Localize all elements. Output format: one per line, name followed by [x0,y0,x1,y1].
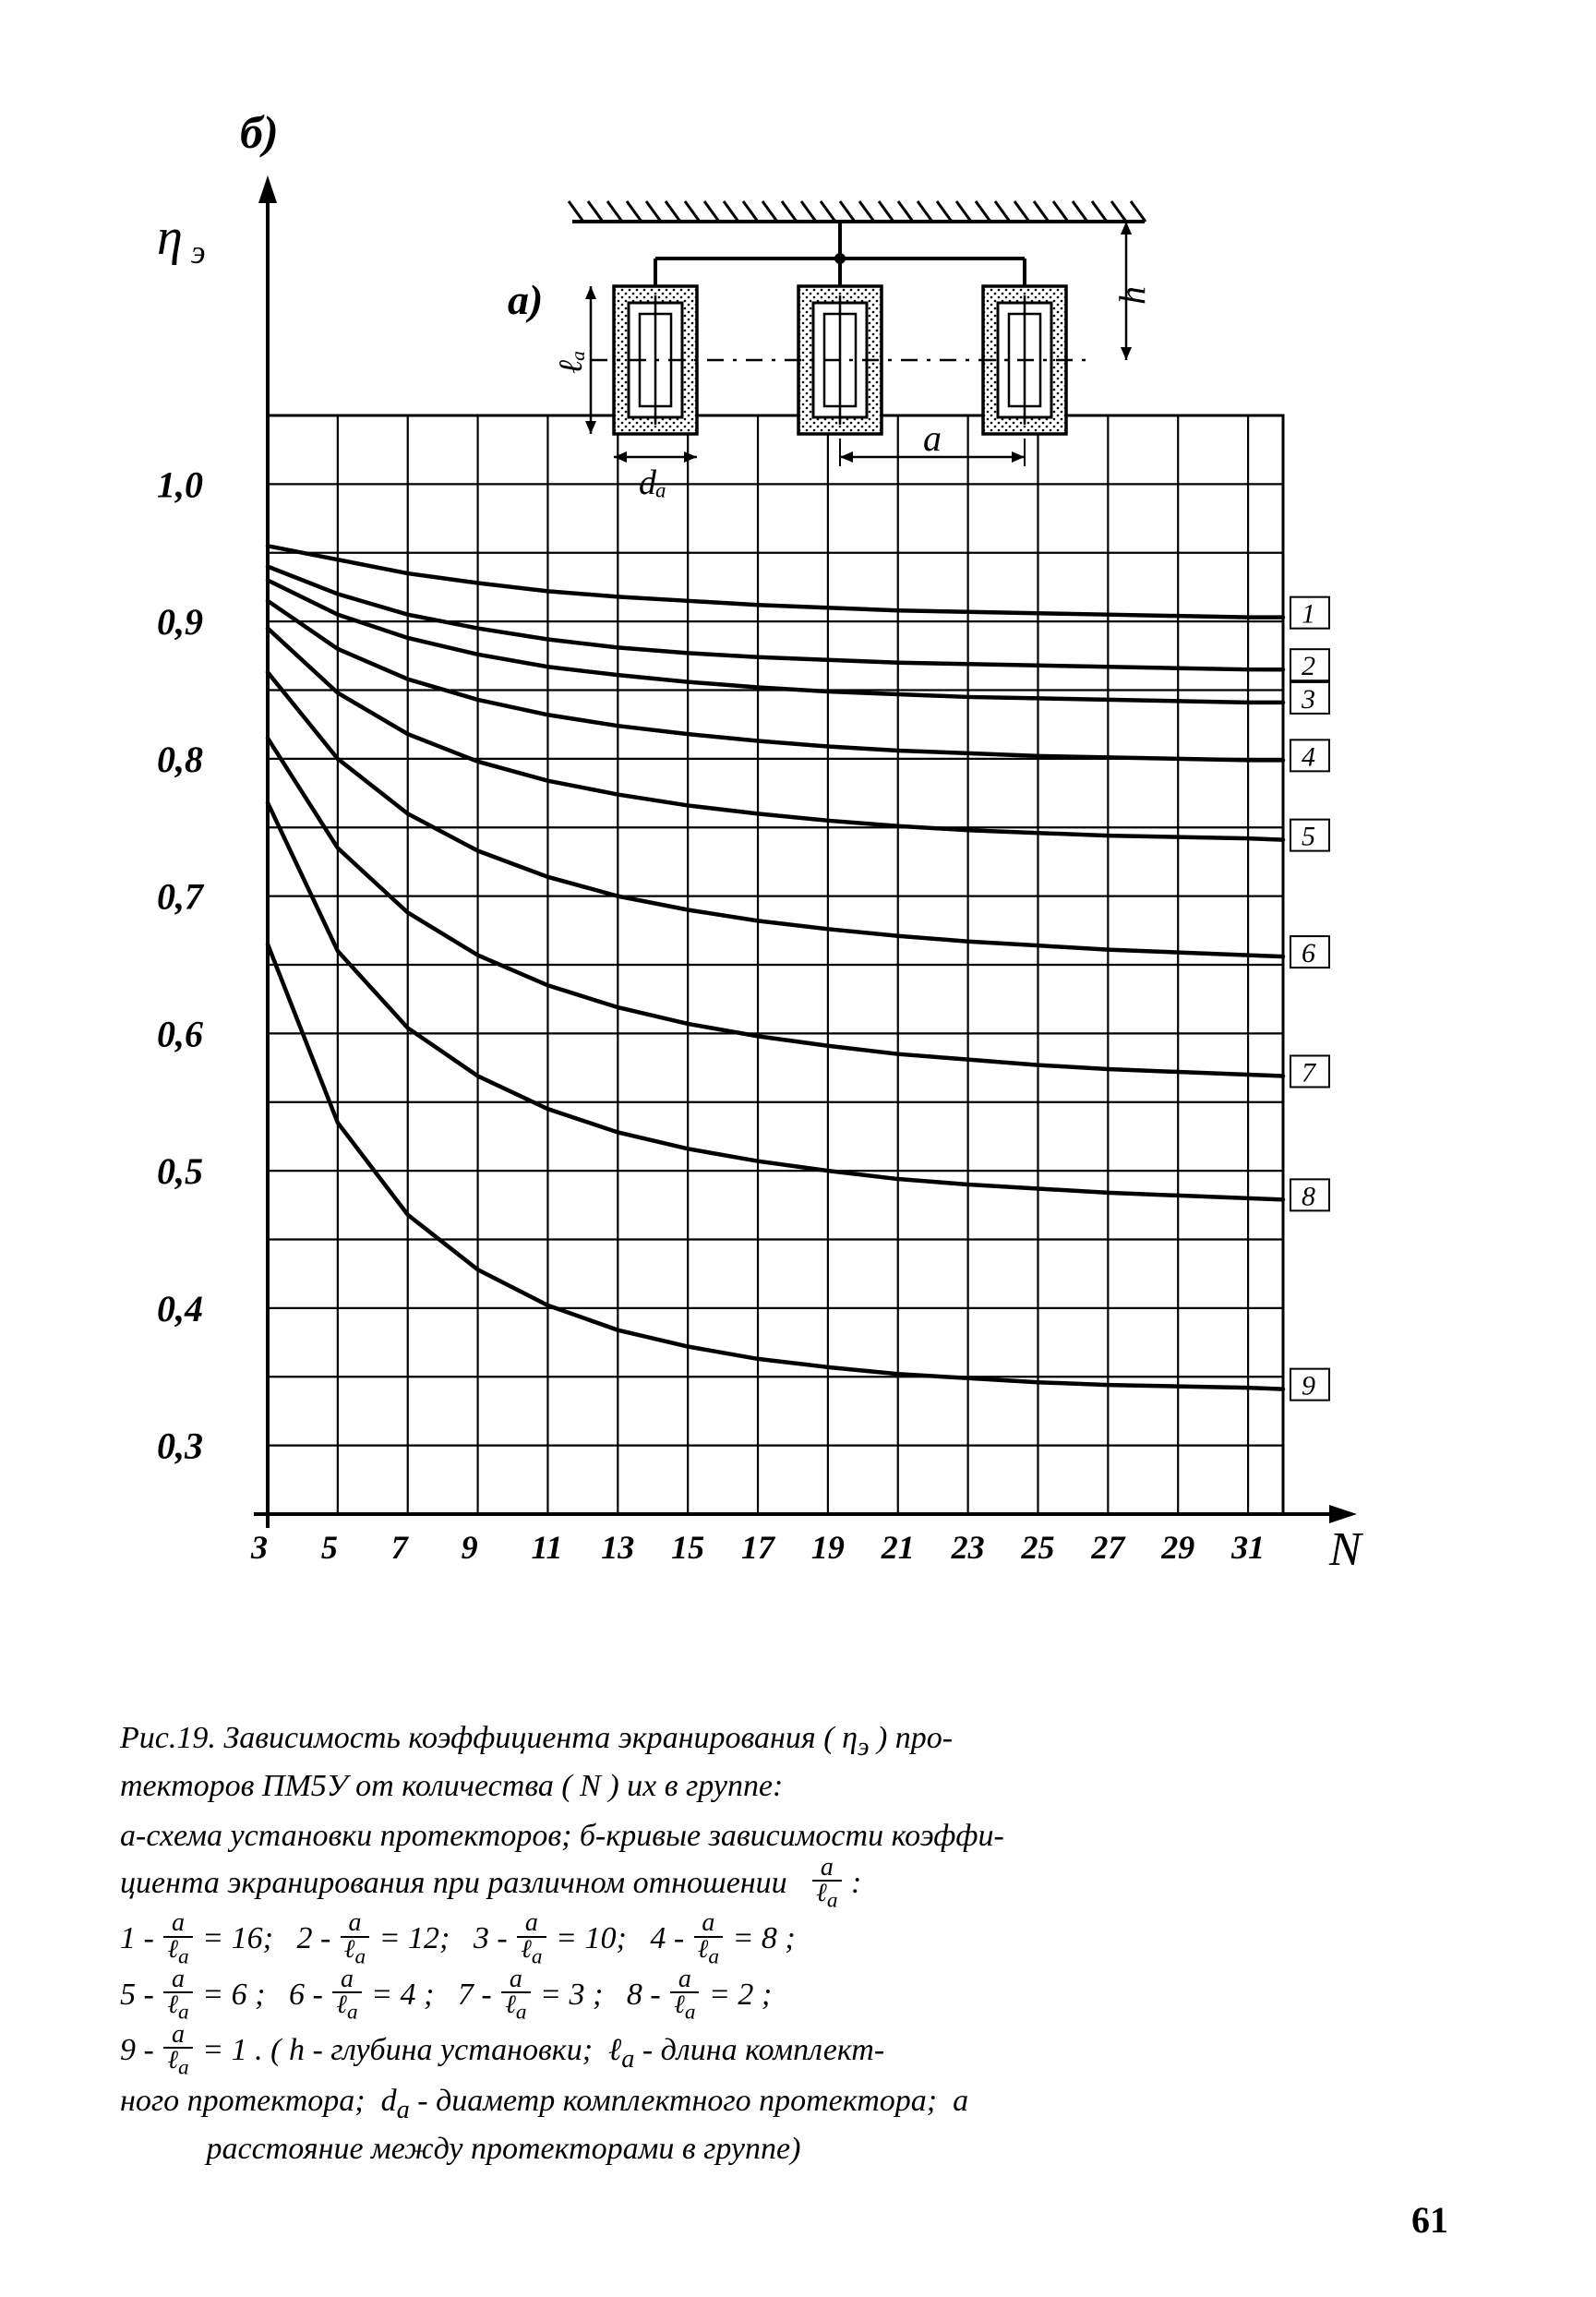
svg-text:2: 2 [1302,651,1315,681]
svg-text:0,9: 0,9 [157,601,203,643]
fig-label: Рис.19. [120,1721,216,1755]
svg-text:3: 3 [1301,684,1315,715]
svg-text:5: 5 [321,1529,338,1566]
svg-text:7: 7 [391,1529,410,1566]
svg-text:h: h [1111,286,1153,305]
svg-text:0,7: 0,7 [157,876,205,918]
svg-text:6: 6 [1302,938,1315,968]
svg-text:25: 25 [1020,1529,1054,1566]
svg-text:0,8: 0,8 [157,739,203,780]
svg-text:8: 8 [1302,1181,1315,1211]
svg-text:29: 29 [1160,1529,1194,1566]
svg-text:0,4: 0,4 [157,1288,203,1329]
svg-text:23: 23 [951,1529,985,1566]
caption-body: а-схема установки протекторов; б-кривые … [120,1815,1385,2171]
svg-text:13: 13 [601,1529,634,1566]
svg-text:η э: η э [157,209,206,271]
svg-text:15: 15 [671,1529,704,1566]
svg-text:27: 27 [1090,1529,1126,1566]
svg-text:5: 5 [1302,822,1315,852]
svg-text:a: a [923,417,942,459]
svg-text:19: 19 [811,1529,845,1566]
svg-text:21: 21 [881,1529,915,1566]
svg-text:7: 7 [1302,1057,1317,1088]
chart-svg: б)η эN0,30,40,50,60,70,80,91,03579111315… [92,55,1385,1671]
svg-text:11: 11 [531,1529,562,1566]
svg-text:17: 17 [741,1529,776,1566]
svg-text:а): а) [508,276,543,323]
caption-main: Зависимость коэффициента экранирования (… [120,1721,953,1803]
svg-text:9: 9 [1302,1371,1315,1401]
svg-text:0,5: 0,5 [157,1150,203,1192]
svg-text:1: 1 [1302,599,1315,630]
svg-text:0,6: 0,6 [157,1013,203,1054]
page-number: 61 [92,2198,1504,2242]
svg-text:dₐ: dₐ [639,463,666,502]
svg-text:31: 31 [1230,1529,1265,1566]
svg-text:3: 3 [250,1529,268,1566]
svg-text:б): б) [240,106,279,158]
svg-text:9: 9 [462,1529,478,1566]
figure-19: б)η эN0,30,40,50,60,70,80,91,03579111315… [92,55,1385,1671]
svg-text:0,3: 0,3 [157,1425,203,1467]
figure-caption: Рис.19. Зависимость коэффициента экранир… [92,1717,1385,2171]
svg-text:ℓₐ: ℓₐ [552,350,589,374]
svg-text:4: 4 [1302,741,1315,772]
svg-text:1,0: 1,0 [157,463,203,505]
svg-text:N: N [1328,1523,1364,1576]
